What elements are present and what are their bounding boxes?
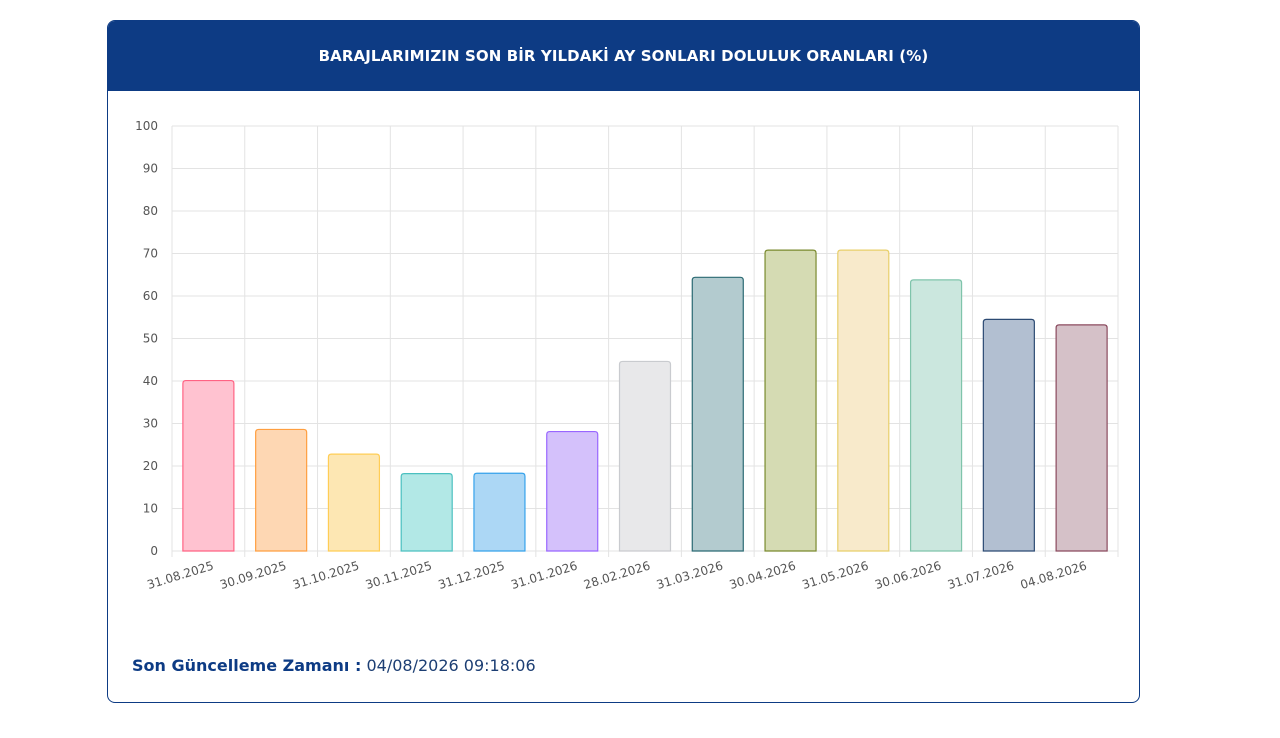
x-tick-label: 31.01.2026 <box>509 558 579 591</box>
bar[interactable] <box>400 473 453 552</box>
bar[interactable] <box>764 249 817 552</box>
card-header: BARAJLARIMIZIN SON BİR YILDAKİ AY SONLAR… <box>108 21 1139 91</box>
x-tick-label: 31.12.2025 <box>437 558 507 591</box>
bar-chart: 0 10 20 30 40 50 60 70 80 90 100 31.08.2025 30.09.20… <box>135 119 1119 592</box>
x-tick-label: 31.10.2025 <box>291 558 361 591</box>
chart-area: 0 10 20 30 40 50 60 70 80 90 100 31.08.2025 30.09.20… <box>108 91 1139 631</box>
x-tick-label: 31.07.2026 <box>946 558 1016 591</box>
last-update-label: Son Güncelleme Zamanı : <box>132 656 362 675</box>
bar[interactable] <box>473 472 526 552</box>
chart-card: BARAJLARIMIZIN SON BİR YILDAKİ AY SONLAR… <box>107 20 1140 703</box>
y-tick-label: 90 <box>143 162 158 176</box>
last-update: Son Güncelleme Zamanı : 04/08/2026 09:18… <box>132 656 536 675</box>
y-tick-label: 100 <box>135 119 158 133</box>
bar[interactable] <box>982 318 1035 552</box>
bar[interactable] <box>837 249 890 552</box>
last-update-value: 04/08/2026 09:18:06 <box>366 656 536 675</box>
y-tick-label: 10 <box>143 502 158 516</box>
y-tick-label: 0 <box>150 544 158 558</box>
bar[interactable] <box>691 276 744 552</box>
y-tick-label: 30 <box>143 417 158 431</box>
bar[interactable] <box>546 430 599 552</box>
x-tick-label: 30.04.2026 <box>728 558 798 591</box>
x-tick-label: 31.05.2026 <box>800 558 870 591</box>
y-tick-label: 60 <box>143 289 158 303</box>
x-tick-label: 31.03.2026 <box>655 558 725 591</box>
bar[interactable] <box>1055 324 1108 552</box>
x-tick-label: 30.06.2026 <box>873 558 943 591</box>
x-tick-label: 30.11.2025 <box>364 558 434 591</box>
x-tick-label: 04.08.2026 <box>1019 558 1089 591</box>
y-tick-label: 70 <box>143 247 158 261</box>
bar[interactable] <box>255 428 308 552</box>
x-tick-label: 28.02.2026 <box>582 558 652 591</box>
y-tick-label: 80 <box>143 204 158 218</box>
chart-title: BARAJLARIMIZIN SON BİR YILDAKİ AY SONLAR… <box>318 47 929 65</box>
bar[interactable] <box>327 453 381 552</box>
x-tick-label: 30.09.2025 <box>218 558 288 591</box>
bar[interactable] <box>909 279 963 552</box>
x-tick-label: 31.08.2025 <box>145 558 215 591</box>
y-tick-label: 40 <box>143 374 158 388</box>
bar[interactable] <box>618 360 672 552</box>
y-tick-label: 20 <box>143 459 158 473</box>
y-tick-label: 50 <box>143 332 158 346</box>
bar[interactable] <box>182 379 235 552</box>
